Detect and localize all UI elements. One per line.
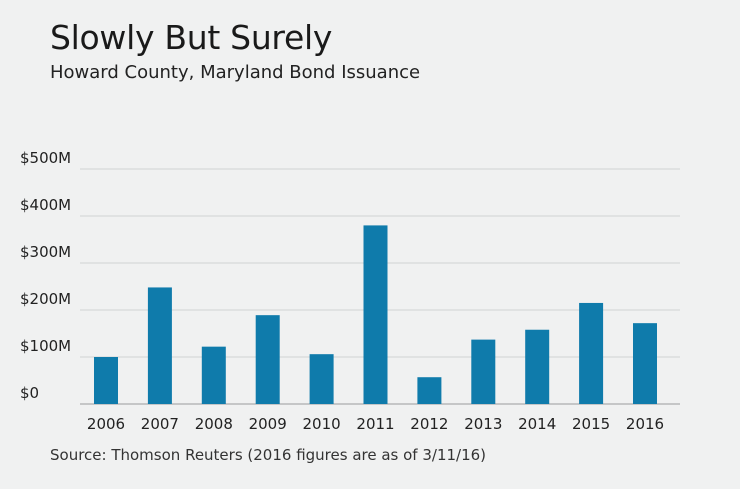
- x-tick-label: 2013: [464, 415, 502, 433]
- y-tick-label: $300M: [20, 243, 71, 261]
- x-tick-label: 2010: [303, 415, 341, 433]
- bar-2007: [147, 287, 172, 404]
- y-tick-label: $200M: [20, 290, 71, 308]
- bar-2013: [471, 339, 496, 404]
- x-tick-label: 2008: [195, 415, 233, 433]
- x-tick-label: 2006: [87, 415, 125, 433]
- y-tick-label: $0: [20, 384, 39, 402]
- x-tick-label: 2009: [249, 415, 287, 433]
- bar-2011: [363, 225, 388, 404]
- x-tick-label: 2015: [572, 415, 610, 433]
- y-tick-label: $100M: [20, 337, 71, 355]
- bar-2010: [309, 354, 334, 404]
- y-tick-label: $500M: [20, 149, 71, 167]
- bar-2008: [201, 346, 226, 404]
- x-tick-label: 2012: [410, 415, 448, 433]
- x-tick-label: 2011: [356, 415, 394, 433]
- x-tick-label: 2016: [626, 415, 664, 433]
- x-axis-tick-labels: 2006 2007 2008 2009 2010 2011 2012 2013 2014 2015…: [87, 415, 664, 433]
- bar-2015: [579, 302, 604, 404]
- bars: [94, 225, 657, 404]
- source-note: Source: Thomson Reuters (2016 figures ar…: [50, 446, 487, 464]
- x-tick-label: 2014: [518, 415, 556, 433]
- bar-2009: [255, 315, 280, 404]
- bar-2012: [417, 377, 442, 404]
- bar-2016: [633, 323, 657, 404]
- x-tick-label: 2007: [141, 415, 179, 433]
- y-axis-tick-labels: $0 $100M $200M $300M $400M $500M: [20, 149, 71, 402]
- chart-subtitle: Howard County, Maryland Bond Issuance: [50, 62, 421, 83]
- chart-title: Slowly But Surely: [50, 18, 333, 57]
- bar-2014: [525, 329, 550, 404]
- y-tick-label: $400M: [20, 196, 71, 214]
- bar-2006: [94, 357, 118, 404]
